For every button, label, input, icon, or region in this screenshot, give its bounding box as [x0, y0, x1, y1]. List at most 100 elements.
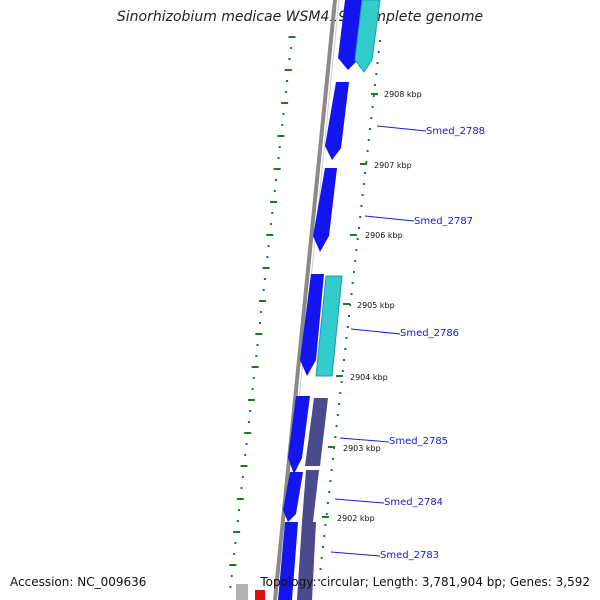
cds-feature-smed-2786-b[interactable] — [315, 275, 343, 377]
kbp-label: 2902 kbp — [337, 514, 375, 523]
gc-dot — [247, 421, 250, 423]
gc-dot — [335, 425, 338, 427]
gc-dot — [241, 476, 244, 478]
gc-dot — [360, 205, 363, 207]
cds-feature[interactable] — [354, 0, 381, 73]
gc-dot — [326, 502, 329, 504]
gc-dot — [357, 227, 360, 229]
gc-dot — [281, 102, 289, 104]
gc-dot — [288, 58, 291, 60]
gc-dot — [247, 399, 255, 401]
kbp-label: 2904 kbp — [350, 373, 388, 382]
gc-dot — [348, 315, 350, 317]
kbp-label: 2906 kbp — [365, 231, 403, 240]
gc-dot — [277, 135, 285, 137]
gc-dot — [339, 392, 342, 394]
gc-dot — [251, 366, 259, 368]
gc-dot — [284, 91, 287, 93]
gene-label-smed-2787[interactable]: Smed_2787 — [414, 216, 473, 227]
gc-dot — [263, 278, 266, 280]
gc-dot — [334, 436, 337, 438]
gc-dot — [341, 370, 344, 372]
gc-dot — [325, 513, 328, 515]
genome-title: Sinorhizobium medicae WSM419, complete g… — [116, 9, 484, 25]
gc-dot — [354, 260, 357, 262]
gc-dot — [262, 289, 265, 291]
cds-feature-smed-2784-a[interactable] — [283, 472, 303, 522]
gc-dot — [277, 157, 280, 159]
cds-feature[interactable] — [338, 0, 364, 70]
red-marker[interactable] — [255, 590, 265, 600]
gc-dot — [275, 179, 277, 181]
cds-features — [236, 0, 381, 600]
gene-label-smed-2785[interactable]: Smed_2785 — [389, 436, 448, 447]
gc-dot — [346, 326, 349, 328]
gc-dot — [361, 194, 364, 196]
gc-dot — [377, 51, 380, 53]
gc-dot — [345, 337, 348, 339]
gc-dot — [244, 454, 247, 456]
gc-dot — [259, 322, 261, 324]
cds-feature-smed-2783-b[interactable] — [297, 522, 316, 600]
accession-text: Accession: NC_009636 — [10, 575, 147, 589]
genome-summary: Topology: circular; Length: 3,781,904 bp… — [260, 575, 590, 589]
gene-leader-line — [350, 328, 401, 335]
gc-dot — [336, 414, 339, 416]
gc-dot — [284, 69, 292, 71]
gc-dot — [365, 161, 368, 163]
gc-dot — [270, 201, 277, 203]
gc-dot — [349, 304, 352, 306]
gc-dot — [379, 40, 381, 42]
cds-feature-smed-2784-b[interactable] — [302, 470, 319, 522]
gc-dot — [320, 557, 323, 559]
gc-dot — [273, 190, 276, 192]
cds-feature-smed-2786-a[interactable] — [300, 274, 324, 376]
gc-dot — [355, 249, 358, 251]
kbp-label: 2908 kbp — [384, 90, 422, 99]
gc-dot — [370, 117, 373, 119]
gc-dot — [351, 282, 354, 284]
gene-leader-line — [330, 551, 381, 557]
gc-dot — [289, 47, 292, 49]
gene-labels: Smed_2788 Smed_2787 Smed_2786 Smed_2785 … — [330, 125, 485, 561]
cds-feature-smed-2785-b[interactable] — [305, 398, 328, 466]
gc-dot — [376, 62, 379, 64]
gc-dot — [359, 216, 362, 218]
gene-label-smed-2783[interactable]: Smed_2783 — [380, 550, 439, 561]
gc-dot — [374, 84, 376, 86]
gc-dot — [324, 524, 327, 526]
cds-feature-smed-2783-a[interactable] — [278, 522, 298, 600]
kbp-label: 2903 kbp — [343, 444, 381, 453]
gene-leader-line — [334, 498, 385, 504]
gc-dot — [255, 355, 258, 357]
gc-dot — [366, 150, 369, 152]
gc-dot — [356, 238, 359, 240]
gc-dot — [282, 113, 285, 115]
kbp-scale: 2908 kbp 2907 kbp 2906 kbp 2905 kbp 2904… — [322, 90, 422, 523]
gc-dot — [233, 531, 241, 533]
gc-dot — [288, 36, 296, 38]
gc-dot — [236, 520, 239, 522]
gene-label-smed-2788[interactable]: Smed_2788 — [426, 126, 485, 137]
cds-feature-smed-2787[interactable] — [313, 168, 337, 252]
gc-dot — [286, 80, 289, 82]
gc-dot — [328, 491, 331, 493]
gene-label-smed-2784[interactable]: Smed_2784 — [384, 497, 443, 508]
gc-dot — [262, 267, 270, 269]
gene-label-smed-2786[interactable]: Smed_2786 — [400, 328, 459, 339]
gc-dot — [255, 333, 263, 335]
gc-dot — [338, 403, 341, 405]
gc-dot — [229, 564, 237, 566]
cds-feature-smed-2788[interactable] — [325, 82, 349, 160]
gc-dot — [340, 381, 343, 383]
cds-feature-gray[interactable] — [236, 584, 248, 600]
gc-dot — [330, 469, 333, 471]
gc-dot — [256, 344, 259, 346]
gc-dot — [270, 223, 273, 225]
gc-dot — [244, 432, 252, 434]
gc-dot — [343, 359, 345, 361]
kbp-label: 2907 kbp — [374, 161, 412, 170]
gc-dot — [281, 124, 284, 126]
cds-feature-smed-2785-a[interactable] — [288, 396, 310, 474]
